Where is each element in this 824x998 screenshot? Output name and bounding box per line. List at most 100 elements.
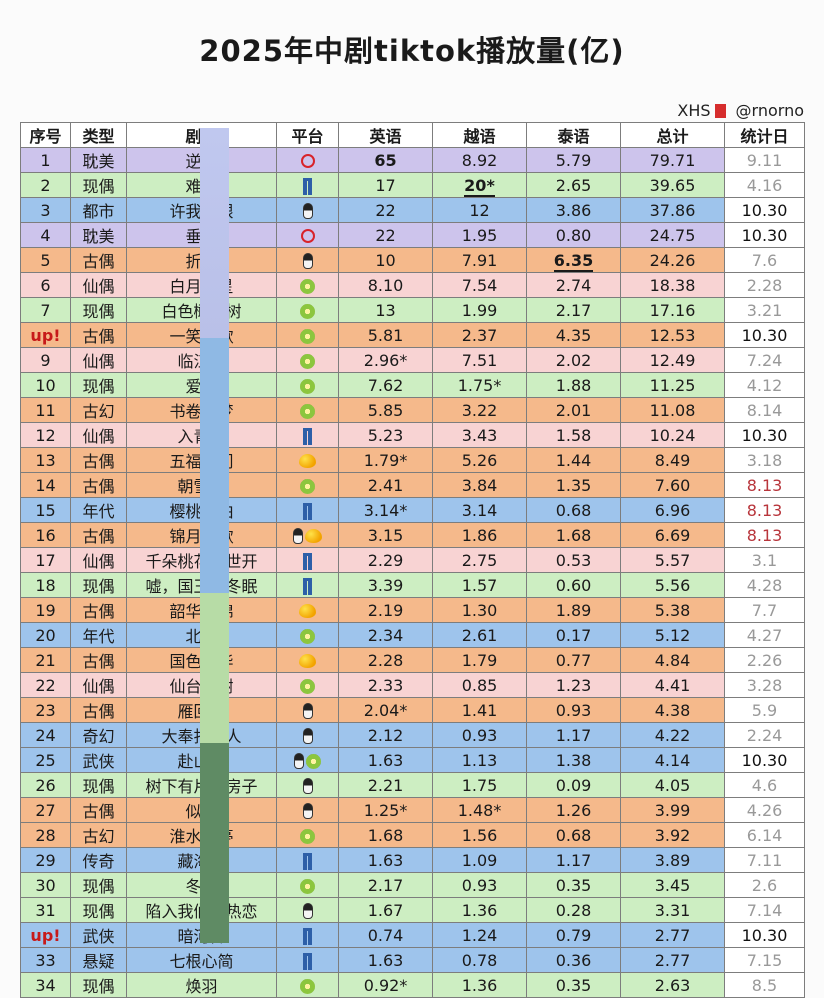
- jeans-icon: [303, 852, 312, 870]
- cell-platform: [276, 472, 339, 498]
- cell-total: 17.16: [620, 297, 725, 323]
- cell-english: 5.85: [338, 397, 433, 423]
- cell-platform: [276, 522, 339, 548]
- table-row: 21古偶国色芳华2.281.790.774.842.26: [20, 647, 805, 673]
- cell-thai: 0.77: [526, 647, 621, 673]
- cell-platform: [276, 947, 339, 973]
- jeans-icon: [303, 427, 312, 445]
- cell-platform: [276, 897, 339, 923]
- cell-total: 3.31: [620, 897, 725, 923]
- cell-stat-date: 7.24: [724, 347, 805, 373]
- kiwi-icon: [300, 378, 315, 394]
- cell-english: 5.81: [338, 322, 433, 348]
- cell-vietnamese: 3.43: [432, 422, 527, 448]
- cell-vietnamese: 0.93: [432, 872, 527, 898]
- cell-rank: 20: [20, 622, 71, 648]
- cell-stat-date: 2.28: [724, 272, 805, 298]
- cell-stat-date: 3.28: [724, 672, 805, 698]
- kiwi-icon: [306, 753, 321, 769]
- cell-stat-date: 8.13: [724, 472, 805, 498]
- cell-vietnamese: 20*: [432, 172, 527, 198]
- cell-stat-date: 10.30: [724, 197, 805, 223]
- redaction-bar-1: [200, 128, 229, 338]
- kiwi-icon: [300, 478, 315, 494]
- table-row: 23古偶雁回时2.04*1.410.934.385.9: [20, 697, 805, 723]
- cell-thai: 0.93: [526, 697, 621, 723]
- cell-stat-date: 3.21: [724, 297, 805, 323]
- cell-vietnamese: 1.79: [432, 647, 527, 673]
- cell-rank: 28: [20, 822, 71, 848]
- jeans-icon: [303, 927, 312, 945]
- cell-english: 2.17: [338, 872, 433, 898]
- cell-rank: 33: [20, 947, 71, 973]
- cell-english: 2.28: [338, 647, 433, 673]
- cell-stat-date: 7.14: [724, 897, 805, 923]
- cell-stat-date: 8.14: [724, 397, 805, 423]
- cell-platform: [276, 847, 339, 873]
- cell-stat-date: 10.30: [724, 922, 805, 948]
- table-row: 19古偶韶华若锦2.191.301.895.387.7: [20, 597, 805, 623]
- cell-stat-date: 10.30: [724, 422, 805, 448]
- cell-platform: [276, 747, 339, 773]
- kiwi-icon: [300, 878, 315, 894]
- cell-platform: [276, 347, 339, 373]
- cell-stat-date: 4.16: [724, 172, 805, 198]
- cell-platform: [276, 622, 339, 648]
- cell-genre: 年代: [70, 497, 127, 523]
- table-row: 26现偶树下有片红房子2.211.750.094.054.6: [20, 772, 805, 798]
- cell-english: 0.74: [338, 922, 433, 948]
- cell-genre: 古幻: [70, 822, 127, 848]
- cell-vietnamese: 3.84: [432, 472, 527, 498]
- cell-thai: 6.35: [526, 247, 621, 273]
- credit-handle: @rnorno: [735, 101, 804, 120]
- redaction-bar-4: [200, 743, 229, 943]
- cell-stat-date: 4.26: [724, 797, 805, 823]
- kiwi-icon: [300, 353, 315, 369]
- cell-stat-date: 3.18: [724, 447, 805, 473]
- cell-platform: [276, 722, 339, 748]
- cell-vietnamese: 2.61: [432, 622, 527, 648]
- cell-rank: 5: [20, 247, 71, 273]
- cell-total: 12.53: [620, 322, 725, 348]
- cell-platform: [276, 797, 339, 823]
- penguin-icon: [302, 803, 313, 819]
- cell-total: 3.99: [620, 797, 725, 823]
- cell-english: 2.19: [338, 597, 433, 623]
- cell-english: 2.12: [338, 722, 433, 748]
- cell-vietnamese: 7.54: [432, 272, 527, 298]
- cell-genre: 奇幻: [70, 722, 127, 748]
- cell-thai: 1.17: [526, 722, 621, 748]
- cell-rank: 26: [20, 772, 71, 798]
- table-row: 33 悬疑 七根心简 1.63 0.78 0.36 2.77 7.15: [20, 947, 805, 973]
- cell-english: 2.33: [338, 672, 433, 698]
- penguin-icon: [302, 778, 313, 794]
- kiwi-icon: [300, 278, 315, 294]
- kiwi-icon: [300, 978, 315, 994]
- cell-thai: 2.01: [526, 397, 621, 423]
- cell-english: 2.34: [338, 622, 433, 648]
- cell-vietnamese: 1.75: [432, 772, 527, 798]
- cell-platform: [276, 572, 339, 598]
- cell-english: 1.68: [338, 822, 433, 848]
- drama-table: 序号类型剧名平台英语越语泰语总计统计日 1耽美逆爱658.925.7979.71…: [20, 122, 805, 998]
- table-row: 27古偶似锦1.25*1.48*1.263.994.26: [20, 797, 805, 823]
- cell-total: 5.38: [620, 597, 725, 623]
- cell-stat-date: 4.27: [724, 622, 805, 648]
- cell-english: 0.92*: [338, 972, 433, 998]
- cell-rank: 15: [20, 497, 71, 523]
- cell-thai: 1.17: [526, 847, 621, 873]
- cell-vietnamese: 1.86: [432, 522, 527, 548]
- cell-thai: 1.88: [526, 372, 621, 398]
- cell-platform: [276, 397, 339, 423]
- cell-english: 2.41: [338, 472, 433, 498]
- cell-genre: 仙偶: [70, 672, 127, 698]
- cell-stat-date: 4.12: [724, 372, 805, 398]
- redaction-bar-3: [200, 593, 229, 743]
- cell-platform: [276, 247, 339, 273]
- cell-english: 1.63: [338, 947, 433, 973]
- cell-platform: [276, 297, 339, 323]
- cell-rank: 6: [20, 272, 71, 298]
